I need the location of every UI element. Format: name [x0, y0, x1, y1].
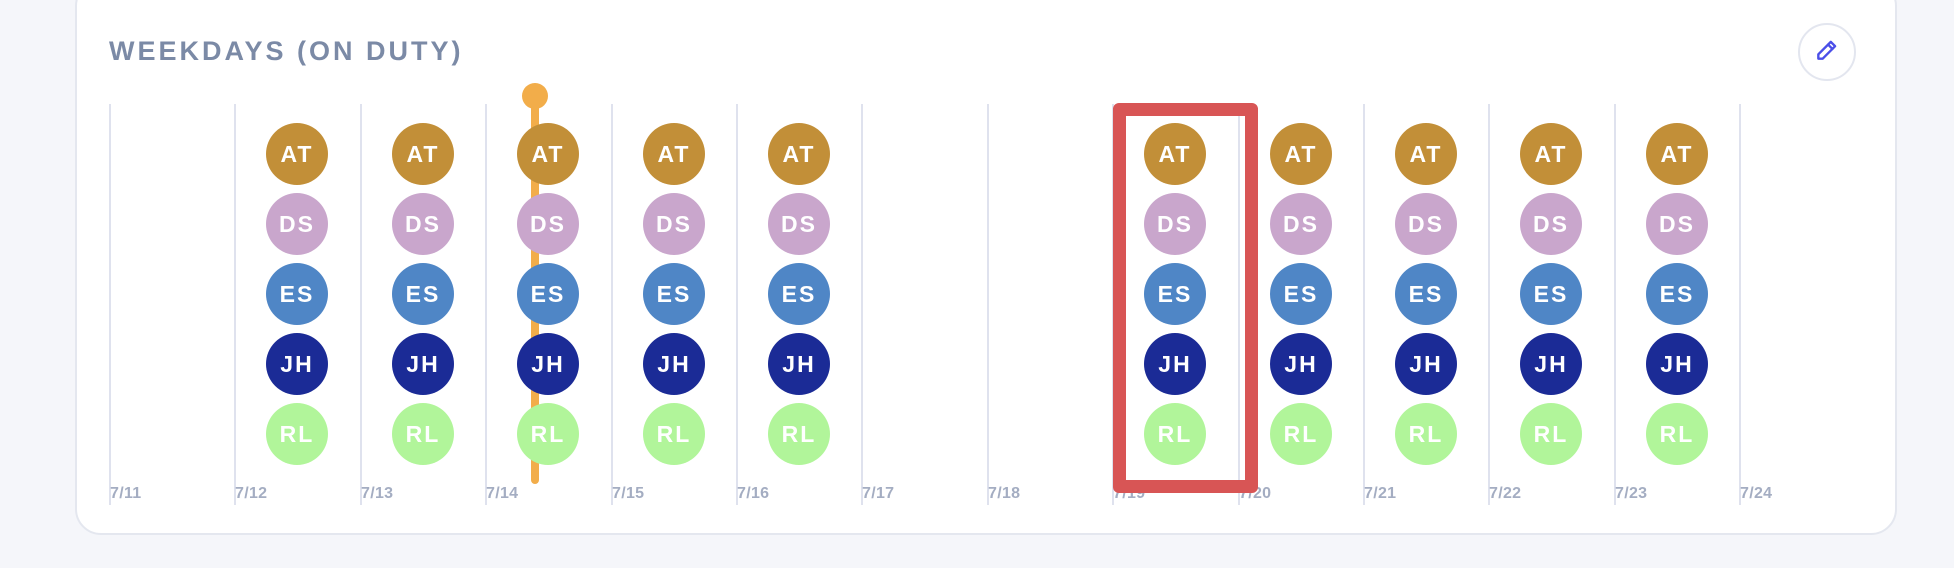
day-separator — [234, 104, 236, 505]
avatar-rl[interactable]: RL — [768, 403, 830, 465]
day-label: 7/12 — [235, 485, 268, 502]
avatar-at[interactable]: AT — [266, 123, 328, 185]
day-separator — [1614, 104, 1616, 505]
day-label: 7/21 — [1364, 485, 1397, 502]
day-label: 7/13 — [361, 485, 394, 502]
avatar-es[interactable]: ES — [266, 263, 328, 325]
avatar-ds[interactable]: DS — [266, 193, 328, 255]
day-label: 7/15 — [612, 485, 645, 502]
highlighted-day-box — [1113, 103, 1258, 493]
avatar-jh[interactable]: JH — [643, 333, 705, 395]
avatar-at[interactable]: AT — [1646, 123, 1708, 185]
avatar-rl[interactable]: RL — [517, 403, 579, 465]
avatar-ds[interactable]: DS — [768, 193, 830, 255]
avatar-ds[interactable]: DS — [1646, 193, 1708, 255]
day-separator — [1488, 104, 1490, 505]
avatar-at[interactable]: AT — [1270, 123, 1332, 185]
avatar-jh[interactable]: JH — [1520, 333, 1582, 395]
pencil-icon — [1814, 37, 1840, 68]
day-separator — [611, 104, 613, 505]
avatar-ds[interactable]: DS — [1520, 193, 1582, 255]
day-label: 7/23 — [1615, 485, 1648, 502]
avatar-rl[interactable]: RL — [1144, 403, 1206, 465]
day-separator — [1363, 104, 1365, 505]
avatar-rl[interactable]: RL — [1270, 403, 1332, 465]
avatar-rl[interactable]: RL — [1646, 403, 1708, 465]
day-separator — [736, 104, 738, 505]
day-separator — [360, 104, 362, 505]
avatar-at[interactable]: AT — [392, 123, 454, 185]
avatar-ds[interactable]: DS — [1270, 193, 1332, 255]
avatar-at[interactable]: AT — [643, 123, 705, 185]
avatar-es[interactable]: ES — [1144, 263, 1206, 325]
avatar-rl[interactable]: RL — [392, 403, 454, 465]
avatar-at[interactable]: AT — [1520, 123, 1582, 185]
day-label: 7/22 — [1489, 485, 1522, 502]
day-separator — [1238, 104, 1240, 505]
day-label: 7/24 — [1740, 485, 1773, 502]
avatar-rl[interactable]: RL — [266, 403, 328, 465]
avatar-es[interactable]: ES — [1395, 263, 1457, 325]
day-label: 7/11 — [110, 485, 142, 502]
day-label: 7/17 — [862, 485, 895, 502]
day-separator — [109, 104, 111, 505]
avatar-ds[interactable]: DS — [1395, 193, 1457, 255]
avatar-at[interactable]: AT — [1144, 123, 1206, 185]
avatar-at[interactable]: AT — [517, 123, 579, 185]
edit-button[interactable] — [1798, 23, 1856, 81]
avatar-jh[interactable]: JH — [768, 333, 830, 395]
day-label: 7/18 — [988, 485, 1021, 502]
avatar-jh[interactable]: JH — [1270, 333, 1332, 395]
avatar-ds[interactable]: DS — [392, 193, 454, 255]
avatar-jh[interactable]: JH — [392, 333, 454, 395]
avatar-es[interactable]: ES — [517, 263, 579, 325]
day-label: 7/16 — [737, 485, 770, 502]
avatar-es[interactable]: ES — [768, 263, 830, 325]
avatar-ds[interactable]: DS — [517, 193, 579, 255]
avatar-jh[interactable]: JH — [266, 333, 328, 395]
avatar-at[interactable]: AT — [768, 123, 830, 185]
avatar-es[interactable]: ES — [1270, 263, 1332, 325]
section-title: WEEKDAYS (ON DUTY) — [109, 36, 464, 66]
avatar-jh[interactable]: JH — [517, 333, 579, 395]
avatar-es[interactable]: ES — [643, 263, 705, 325]
avatar-jh[interactable]: JH — [1144, 333, 1206, 395]
avatar-es[interactable]: ES — [1520, 263, 1582, 325]
avatar-rl[interactable]: RL — [1395, 403, 1457, 465]
day-separator — [1739, 104, 1741, 505]
avatar-at[interactable]: AT — [1395, 123, 1457, 185]
avatar-es[interactable]: ES — [1646, 263, 1708, 325]
avatar-es[interactable]: ES — [392, 263, 454, 325]
day-separator — [987, 104, 989, 505]
day-label: 7/14 — [486, 485, 519, 502]
day-separator — [485, 104, 487, 505]
day-separator — [861, 104, 863, 505]
avatar-rl[interactable]: RL — [1520, 403, 1582, 465]
avatar-ds[interactable]: DS — [643, 193, 705, 255]
avatar-rl[interactable]: RL — [643, 403, 705, 465]
avatar-jh[interactable]: JH — [1395, 333, 1457, 395]
avatar-ds[interactable]: DS — [1144, 193, 1206, 255]
avatar-jh[interactable]: JH — [1646, 333, 1708, 395]
weekdays-card — [75, 0, 1897, 535]
